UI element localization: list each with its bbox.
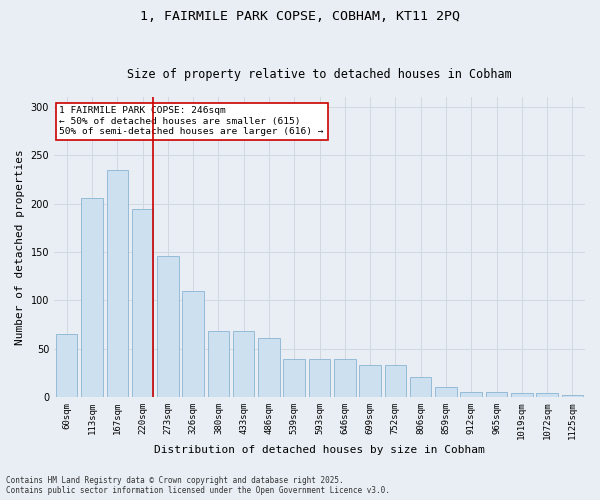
Bar [359,365,381,397]
Y-axis label: Number of detached properties: Number of detached properties [15,150,25,345]
Bar [208,332,229,397]
Bar [410,376,431,397]
Bar [486,392,507,397]
Bar [460,392,482,397]
X-axis label: Distribution of detached houses by size in Cobham: Distribution of detached houses by size … [154,445,485,455]
Bar [56,334,77,397]
Bar [309,360,330,397]
Bar [283,360,305,397]
Bar [385,365,406,397]
Bar [562,395,583,397]
Bar [132,208,153,397]
Text: 1, FAIRMILE PARK COPSE, COBHAM, KT11 2PQ: 1, FAIRMILE PARK COPSE, COBHAM, KT11 2PQ [140,10,460,23]
Bar [157,256,179,397]
Text: Contains HM Land Registry data © Crown copyright and database right 2025.
Contai: Contains HM Land Registry data © Crown c… [6,476,390,495]
Text: 1 FAIRMILE PARK COPSE: 246sqm
← 50% of detached houses are smaller (615)
50% of : 1 FAIRMILE PARK COPSE: 246sqm ← 50% of d… [59,106,324,136]
Bar [435,388,457,397]
Bar [536,393,558,397]
Bar [258,338,280,397]
Bar [81,198,103,397]
Bar [182,290,204,397]
Title: Size of property relative to detached houses in Cobham: Size of property relative to detached ho… [127,68,512,81]
Bar [511,393,533,397]
Bar [107,170,128,397]
Bar [233,332,254,397]
Bar [334,360,356,397]
